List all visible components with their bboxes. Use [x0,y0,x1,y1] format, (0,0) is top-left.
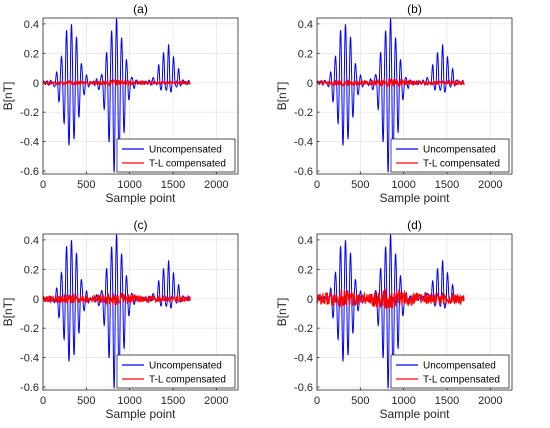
series-uncompensated-line [317,234,465,389]
x-tick-label: 0 [314,179,320,191]
y-axis-label: B[nT] [1,82,15,111]
x-tick-label: 1500 [435,395,459,407]
y-tick-label: -0.4 [294,353,313,365]
x-tick-label: 0 [40,395,46,407]
y-tick-label: -0.2 [20,107,39,119]
series-tl-compensated-line [43,292,191,306]
subplot-title: (d) [407,218,422,232]
y-tick-label: -0.4 [20,137,39,149]
series-uncompensated-line [43,18,191,173]
y-tick-label: 0 [307,78,313,90]
series-uncompensated-line [43,234,191,389]
y-tick-label: 0.4 [24,235,39,247]
legend-box [390,138,510,173]
y-axis-label: B[nT] [275,298,289,327]
axes-box [42,233,239,391]
x-tick-label: 0 [40,179,46,191]
legend-label: Uncompensated [423,361,496,372]
y-tick-label: 0.2 [24,48,39,60]
legend-label: Uncompensated [149,361,222,372]
y-tick-label: -0.6 [294,166,313,178]
x-tick-label: 1500 [161,179,185,191]
legend-label: Uncompensated [423,145,496,156]
subplot-a: 0 500 1000 1500 2000 -0.6 -0.4 -0.2 0 0.2 0.4 (a) Sa… [1,2,239,205]
y-axis-label: B[nT] [1,298,15,327]
x-tick-label: 1500 [161,395,185,407]
x-tick-label: 2000 [204,179,228,191]
y-tick-label: 0 [33,78,39,90]
y-tick-label: -0.2 [294,107,313,119]
subplot-b: 0 500 1000 1500 2000 -0.6 -0.4 -0.2 0 0.2 0.4 (b) Sa… [275,2,513,205]
x-axis-label: Sample point [105,191,176,205]
legend-label: T-L compensated [149,159,226,170]
subplot-title: (b) [407,2,422,16]
subplot-c: 0 500 1000 1500 2000 -0.6 -0.4 -0.2 0 0.2 0.4 (c) Sa… [1,218,239,421]
legend: Uncompensated T-L compensated [390,138,510,173]
y-tick-label: 0.4 [24,19,39,31]
legend: Uncompensated T-L compensated [116,354,236,389]
x-tick-label: 2000 [478,179,502,191]
series-tl-compensated-line [317,287,465,309]
y-tick-label: -0.6 [20,166,39,178]
y-tick-label: 0.2 [298,264,313,276]
y-tick-label: 0 [307,294,313,306]
y-tick-label: -0.6 [294,382,313,394]
x-tick-label: 500 [77,179,95,191]
x-axis-label: Sample point [379,191,450,205]
x-tick-label: 1000 [391,395,415,407]
subplot-title: (c) [134,218,148,232]
y-tick-label: 0.2 [298,48,313,60]
series-uncompensated-line [317,18,465,173]
y-tick-label: -0.4 [20,353,39,365]
series-tl-compensated-line [317,77,465,88]
legend-label: T-L compensated [423,159,500,170]
y-tick-label: 0.4 [298,19,313,31]
legend-label: T-L compensated [149,375,226,386]
legend-label: Uncompensated [149,145,222,156]
subplot-title: (a) [133,2,148,16]
x-tick-label: 0 [314,395,320,407]
y-tick-label: -0.2 [294,323,313,335]
x-tick-label: 2000 [204,395,228,407]
x-tick-label: 500 [351,395,369,407]
x-tick-label: 500 [351,179,369,191]
y-tick-label: 0.2 [24,264,39,276]
y-axis-label: B[nT] [275,82,289,111]
x-axis-label: Sample point [105,407,176,421]
y-tick-label: -0.4 [294,137,313,149]
x-tick-label: 1000 [117,395,141,407]
legend: Uncompensated T-L compensated [116,138,236,173]
y-tick-label: 0 [33,294,39,306]
x-tick-label: 2000 [478,395,502,407]
legend-label: T-L compensated [423,375,500,386]
x-axis-label: Sample point [379,407,450,421]
x-tick-label: 1500 [435,179,459,191]
x-tick-label: 1000 [117,179,141,191]
x-tick-label: 500 [77,395,95,407]
axes-box [42,17,239,175]
legend-box [116,354,236,389]
legend: Uncompensated T-L compensated [390,354,510,389]
subplot-d: 0 500 1000 1500 2000 -0.6 -0.4 -0.2 0 0.2 0.4 (d) Sa… [275,218,513,421]
x-tick-label: 1000 [391,179,415,191]
y-tick-label: 0.4 [298,235,313,247]
y-tick-label: -0.2 [20,323,39,335]
y-tick-label: -0.6 [20,382,39,394]
axes-box [316,17,513,175]
legend-box [390,354,510,389]
legend-box [116,138,236,173]
series-tl-compensated-line [43,78,191,87]
axes-box [316,233,513,391]
